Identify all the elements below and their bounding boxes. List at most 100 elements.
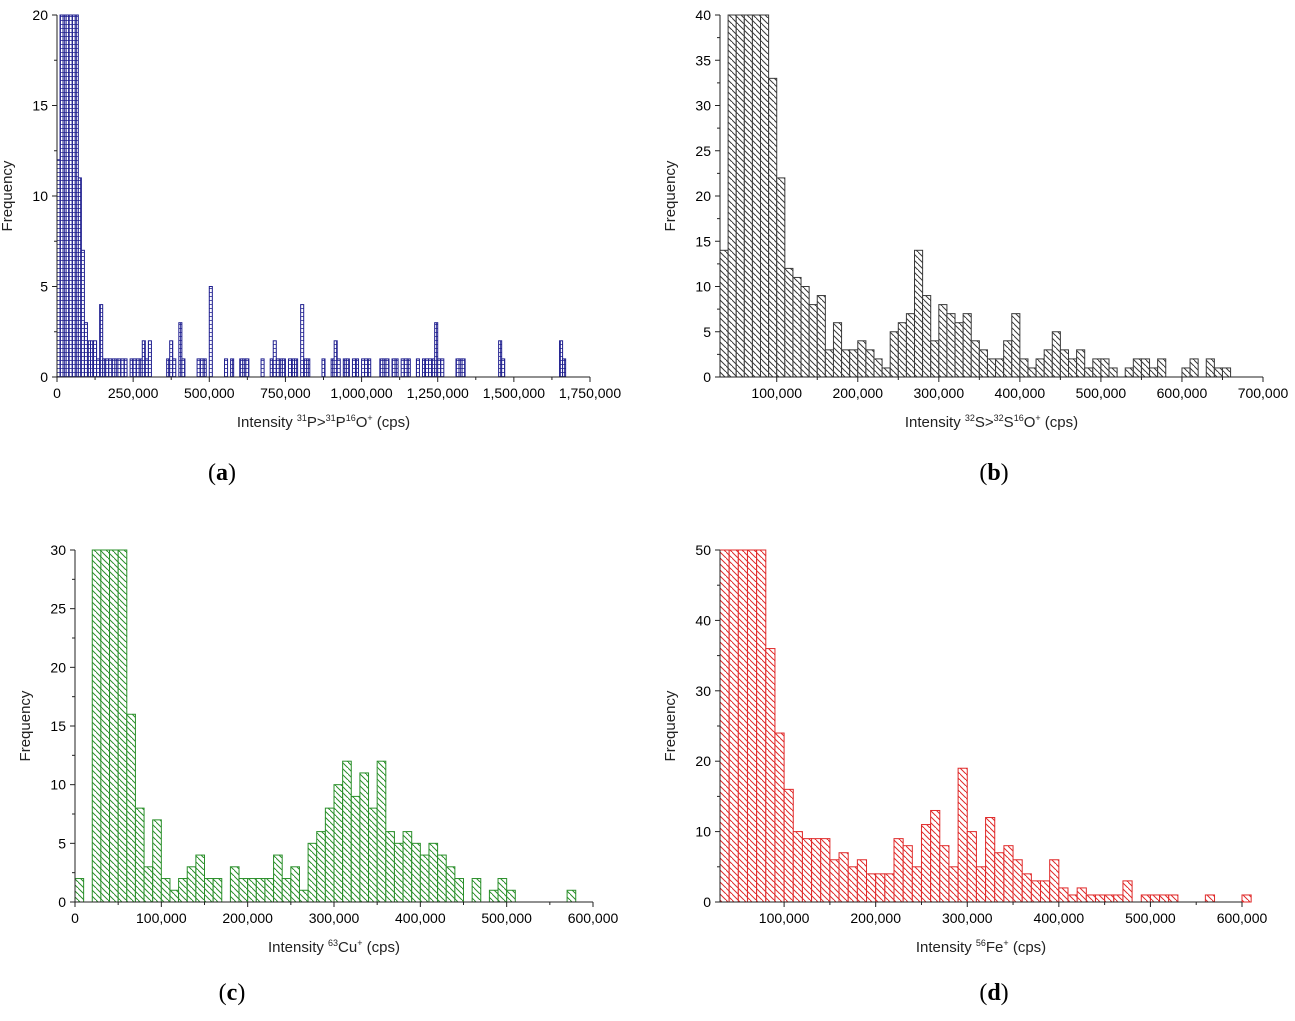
bar: [488, 889, 499, 903]
bar: [737, 549, 748, 903]
y-tick-label: 15: [695, 233, 711, 249]
bar: [792, 276, 802, 378]
bar: [230, 358, 235, 378]
bar: [816, 295, 826, 378]
bar: [134, 807, 145, 903]
bar: [970, 340, 980, 378]
bar: [966, 831, 977, 903]
bar: [1049, 859, 1060, 903]
bar: [298, 889, 309, 903]
bar: [1011, 313, 1021, 378]
y-tick-label: 30: [50, 542, 66, 558]
bar: [784, 267, 794, 378]
bar: [1100, 358, 1110, 378]
x-tick-label: 400,000: [995, 385, 1046, 401]
y-axis-label: Frequency: [0, 160, 16, 231]
bar: [359, 772, 370, 903]
bar: [849, 349, 859, 378]
chart-panel-c: 0 100,000 200,000 300,000 400,000 500,000 600,…: [17, 542, 619, 1006]
bar: [1221, 367, 1232, 378]
bar: [367, 358, 372, 378]
bar: [765, 648, 776, 903]
x-tick-label: 300,000: [309, 910, 360, 926]
bar: [957, 767, 968, 903]
bar: [1051, 331, 1061, 378]
bar: [800, 286, 810, 378]
bar: [1085, 894, 1096, 903]
bar: [847, 866, 858, 903]
chart-panel-b: 100,000 200,000 300,000 400,000 500,000 600,0…: [662, 7, 1289, 486]
bar: [1003, 340, 1013, 378]
bar: [930, 809, 941, 903]
bar: [169, 889, 180, 903]
x-tick-label: 1,000,000: [330, 385, 392, 401]
bar: [1076, 349, 1086, 378]
bar: [224, 358, 229, 378]
bar: [1104, 894, 1115, 903]
bar: [354, 358, 360, 378]
bar: [324, 807, 335, 903]
x-tick-label: 500,000: [1125, 910, 1176, 926]
bar: [307, 842, 318, 903]
x-axis-label: Intensity 56Fe+ (cps): [916, 938, 1046, 956]
x-tick-label: 750,000: [260, 385, 311, 401]
bar: [829, 859, 840, 903]
bar: [743, 14, 753, 378]
bar: [939, 845, 950, 903]
bar: [873, 358, 883, 378]
bar: [428, 842, 439, 903]
bar: [1149, 367, 1159, 378]
bar: [1043, 349, 1053, 378]
bar: [946, 313, 956, 378]
bar: [385, 358, 390, 378]
x-tick-label: 250,000: [108, 385, 159, 401]
bar: [1035, 358, 1045, 378]
bar: [902, 845, 913, 903]
bar: [1067, 894, 1078, 903]
bar: [321, 358, 326, 378]
bar: [1030, 880, 1042, 903]
bar: [978, 349, 988, 378]
bar: [281, 878, 292, 903]
bar: [801, 838, 813, 903]
x-tick-label: 300,000: [942, 910, 993, 926]
panel-caption: (a): [208, 460, 236, 486]
bar: [857, 340, 867, 378]
bar: [1157, 358, 1167, 378]
bar: [393, 842, 404, 903]
bar: [1113, 894, 1124, 903]
bar: [1027, 367, 1037, 378]
bar: [178, 878, 188, 903]
x-tick-label: 1,250,000: [407, 385, 469, 401]
bar: [342, 760, 352, 903]
bar: [1040, 880, 1051, 903]
x-tick-label: 200,000: [832, 385, 883, 401]
panel-caption: (c): [219, 980, 246, 1006]
bar: [117, 549, 128, 903]
y-tick-label: 5: [58, 835, 66, 851]
x-axis-label: Intensity 31P>31P16O+ (cps): [237, 413, 410, 431]
bar: [841, 349, 851, 378]
bar: [1058, 887, 1069, 903]
bar: [719, 249, 729, 378]
bar: [1084, 367, 1094, 378]
x-tick-label: 100,000: [751, 385, 802, 401]
bar: [838, 852, 849, 903]
x-tick-label: 500,000: [184, 385, 235, 401]
x-tick-label: 300,000: [914, 385, 965, 401]
bar: [74, 878, 85, 903]
bar: [1205, 358, 1215, 378]
y-axis-label: Frequency: [662, 160, 679, 231]
x-axis-label: Intensity 63Cu+ (cps): [268, 938, 400, 956]
y-tick-label: 15: [32, 98, 48, 114]
bar: [1140, 894, 1151, 903]
x-axis-label: Intensity 32S>32S16O+ (cps): [905, 413, 1078, 431]
bar: [100, 549, 111, 903]
bar: [204, 878, 214, 903]
bar: [281, 358, 286, 378]
bars: [74, 549, 577, 903]
bar: [255, 878, 266, 903]
y-tick-label: 20: [695, 188, 711, 204]
y-tick-label: 0: [40, 369, 48, 385]
bar: [497, 878, 508, 903]
